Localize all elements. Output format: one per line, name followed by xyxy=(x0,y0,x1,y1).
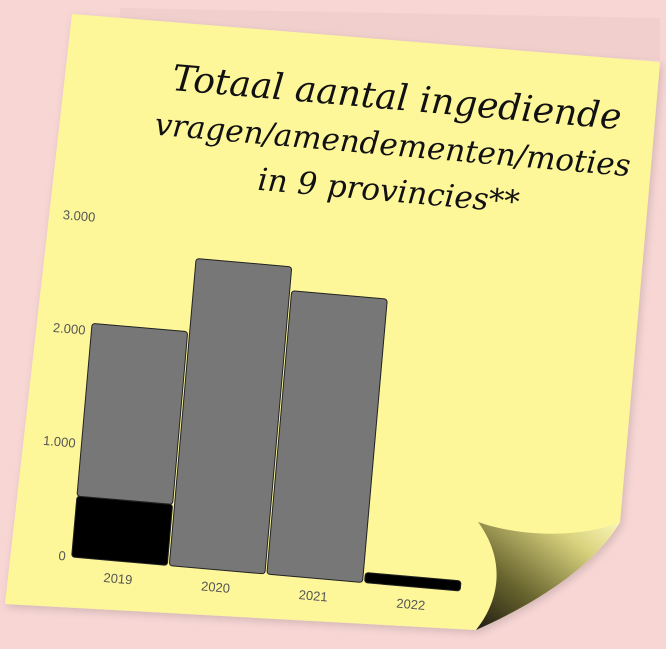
y-tick-label: 3.000 xyxy=(62,207,96,225)
y-tick-label: 2.000 xyxy=(52,320,86,338)
y-tick-label: 1.000 xyxy=(42,433,76,451)
bar-2020-segment-1 xyxy=(169,258,293,575)
x-axis: 2019 2020 2021 2022 xyxy=(103,570,426,613)
bars xyxy=(71,258,462,592)
bar-2021-segment-1 xyxy=(266,290,388,583)
x-tick-label: 2019 xyxy=(103,570,133,587)
bar-2022-segment-0 xyxy=(364,572,462,592)
y-tick-label: 0 xyxy=(58,548,67,564)
bar-2019-segment-1 xyxy=(76,323,188,505)
bar-2019-segment-0 xyxy=(71,495,173,566)
note-curl xyxy=(476,522,620,630)
x-tick-label: 2021 xyxy=(298,587,328,604)
note-shadow-sheet xyxy=(120,8,660,60)
y-axis: 0 1.000 2.000 3.000 xyxy=(42,207,96,564)
x-tick-label: 2022 xyxy=(396,596,426,613)
x-tick-label: 2020 xyxy=(200,578,230,595)
